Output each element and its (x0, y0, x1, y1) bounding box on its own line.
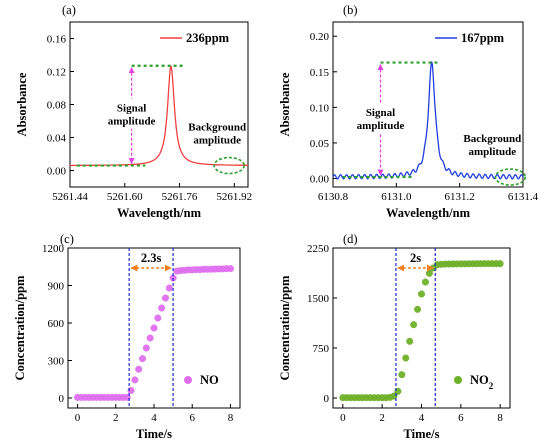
y-tick-label: 0.00 (310, 173, 330, 185)
y-tick-label: 1500 (307, 293, 330, 305)
background-label-line2: amplitude (193, 135, 241, 147)
y-tick-label: 0.16 (47, 34, 67, 46)
plot-frame (332, 21, 524, 188)
signal-label-backing (350, 102, 411, 133)
x-axis-label: Wavelength/nm (386, 206, 471, 220)
signal-label-line2: amplitude (108, 116, 156, 128)
y-tick-label: 0 (324, 393, 330, 405)
panel-c: (c) 0 2 4 6 8 0 300 600 900 1200 Time/s Concentratio… (13, 232, 241, 441)
data-point (142, 344, 150, 352)
legend-label-main: NO (470, 373, 489, 387)
panel-a: (a) 5261.44 5261.60 5261.76 5261.92 0.00 0.04 0… (15, 3, 252, 220)
panel-label: (b) (343, 3, 358, 17)
x-tick-label: 6131.2 (445, 191, 475, 203)
x-tick-label: 8 (228, 412, 234, 424)
legend-label-subscript: 2 (489, 381, 494, 391)
data-point (154, 314, 162, 322)
panel-label: (c) (60, 232, 74, 246)
y-tick-label: 2250 (307, 243, 330, 255)
data-point (131, 376, 139, 384)
legend-label: NO (200, 373, 219, 387)
legend-marker (454, 376, 462, 384)
data-point (150, 324, 158, 332)
x-tick-label: 5261.76 (162, 191, 198, 203)
signal-label-line1: Signal (117, 103, 146, 115)
background-label-line1: Background (463, 133, 521, 145)
y-tick-label: 0.04 (47, 133, 67, 145)
background-ellipse (494, 168, 527, 186)
signal-label-line1: Signal (366, 107, 395, 119)
x-axis-label: Time/s (404, 427, 440, 441)
legend-label-main: NO (200, 373, 219, 387)
x-tick-label: 0 (75, 412, 81, 424)
data-point (414, 305, 422, 313)
x-tick-label: 4 (419, 412, 425, 424)
signal-label-line2: amplitude (357, 120, 405, 132)
x-axis-label: Time/s (136, 427, 172, 441)
y-tick-label: 900 (48, 281, 65, 293)
x-tick-label: 6131.0 (381, 191, 412, 203)
background-label-line1: Background (188, 122, 246, 134)
x-tick-label: 8 (497, 412, 503, 424)
y-axis-label: Concentration/ppm (13, 275, 27, 380)
data-point (135, 365, 143, 373)
data-point (226, 265, 234, 273)
legend-label: NO2 (470, 373, 494, 391)
signal-label-backing (101, 98, 162, 129)
y-axis-label: Concentration/ppm (278, 275, 292, 380)
x-tick-label: 5261.44 (52, 191, 88, 203)
y-tick-label: 0.12 (47, 67, 66, 79)
spectrum-line (332, 61, 524, 180)
panel-b: (b) 6130.8 6131.0 6131.2 6131.4 0.00 0.05 0.10 0… (278, 3, 539, 220)
x-tick-label: 2 (379, 412, 385, 424)
background-ellipse (213, 156, 245, 175)
legend-marker (184, 376, 192, 384)
x-tick-label: 2 (113, 412, 119, 424)
background-label-line2: amplitude (468, 146, 516, 158)
y-tick-label: 0.10 (310, 102, 330, 114)
y-tick-label: 0.15 (310, 67, 330, 79)
legend-label: 236ppm (186, 31, 230, 45)
data-point (417, 290, 426, 298)
y-tick-label: 750 (313, 343, 330, 355)
legend-label: 167ppm (461, 31, 505, 45)
data-point (146, 334, 154, 342)
data-point (421, 278, 429, 286)
y-tick-label: 1200 (42, 243, 65, 255)
x-tick-label: 6 (458, 412, 464, 424)
panel-label: (a) (62, 3, 76, 17)
x-tick-label: 6 (189, 412, 195, 424)
x-tick-label: 5261.60 (107, 191, 143, 203)
y-tick-label: 0.05 (310, 138, 330, 150)
spectrum-line (70, 65, 248, 167)
x-tick-label: 0 (340, 412, 346, 424)
panel-d: (d) 0 2 4 6 8 0 750 1500 2250 Time/s Concentration/… (278, 232, 511, 441)
data-point (410, 321, 418, 329)
data-point (158, 304, 166, 312)
y-tick-label: 0 (59, 393, 65, 405)
response-time-label: 2s (410, 251, 421, 265)
y-axis-label: Absorbance (278, 72, 292, 136)
y-tick-label: 300 (48, 356, 65, 368)
data-point (402, 354, 410, 362)
data-point (406, 337, 414, 345)
data-point (398, 371, 406, 379)
response-time-label: 2.3s (141, 251, 162, 265)
y-tick-label: 600 (48, 318, 65, 330)
data-point (165, 284, 173, 292)
y-axis-label: Absorbance (15, 72, 29, 136)
y-tick-label: 0.08 (47, 100, 67, 112)
x-tick-label: 4 (151, 412, 157, 424)
x-tick-label: 5261.92 (216, 191, 252, 203)
panel-label: (d) (343, 232, 358, 246)
data-point (138, 355, 147, 363)
data-point (496, 260, 504, 268)
data-point (161, 294, 170, 302)
y-tick-label: 0.00 (47, 166, 67, 178)
y-tick-label: 0.20 (310, 31, 330, 43)
x-axis-label: Wavelength/nm (117, 206, 202, 220)
x-tick-label: 6130.8 (318, 191, 349, 203)
x-tick-label: 6131.4 (508, 191, 539, 203)
